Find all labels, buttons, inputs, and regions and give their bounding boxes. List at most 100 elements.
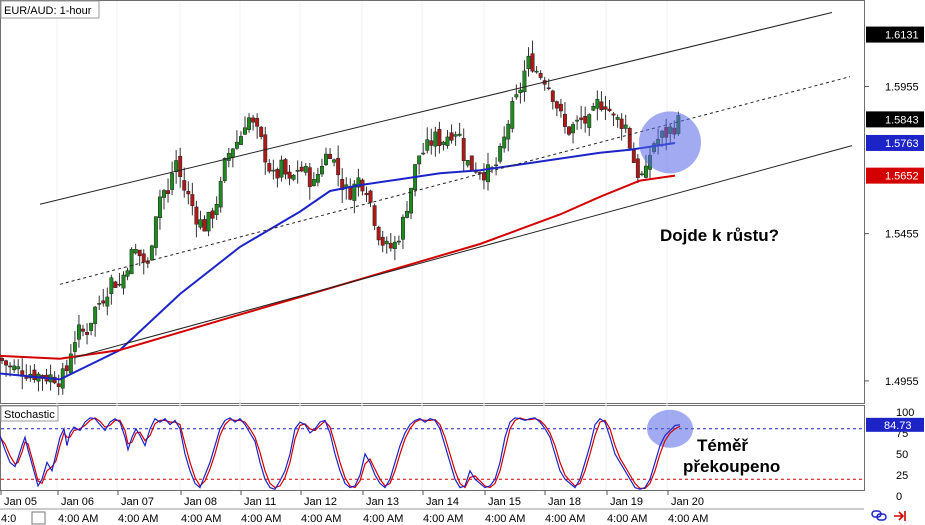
price-annotation: Dojde k růstu? bbox=[660, 226, 779, 245]
price-pane-frame bbox=[0, 0, 865, 404]
stochastic-title: Stochastic bbox=[4, 409, 55, 421]
candle-body bbox=[158, 196, 162, 218]
candle-body bbox=[388, 243, 393, 249]
price-tick-label: 1.4955 bbox=[885, 376, 919, 388]
channel-line-1 bbox=[39, 11, 833, 205]
candle-body bbox=[449, 132, 454, 141]
candle-body bbox=[623, 124, 628, 129]
candle-body bbox=[117, 283, 122, 286]
candle-body bbox=[101, 300, 106, 304]
candle-body bbox=[441, 141, 446, 145]
candle-body bbox=[336, 157, 341, 176]
candle-body bbox=[457, 133, 462, 136]
candle-body bbox=[534, 70, 539, 73]
candle-body bbox=[607, 108, 612, 112]
candle-body bbox=[153, 216, 158, 248]
time-label-date: Jan 05 bbox=[4, 496, 37, 508]
candle-body bbox=[198, 219, 203, 228]
stochastic-value-label: 84.73 bbox=[884, 420, 912, 432]
channel-line-3 bbox=[74, 145, 853, 358]
candle-body bbox=[332, 159, 337, 163]
stochastic-tick-label: 25 bbox=[896, 470, 908, 482]
time-label-hour: 4:00 AM bbox=[301, 513, 341, 525]
price-tick-label: 1.5955 bbox=[885, 81, 919, 93]
candle-body bbox=[105, 296, 110, 307]
price-tag-box bbox=[866, 167, 924, 184]
stochastic-tick-label: 0 bbox=[896, 491, 902, 503]
candle-body bbox=[482, 172, 486, 181]
candle-body bbox=[591, 106, 596, 111]
candle-body bbox=[567, 126, 571, 135]
moving-average-red bbox=[0, 174, 676, 360]
time-label-date: Jan 13 bbox=[366, 496, 399, 508]
candle-body bbox=[121, 274, 126, 289]
candle-body bbox=[133, 249, 138, 254]
candle-body bbox=[356, 177, 361, 188]
price-tag-box bbox=[866, 111, 924, 128]
candle-body bbox=[279, 159, 284, 178]
candle-body bbox=[376, 226, 381, 241]
candle-body bbox=[137, 249, 142, 257]
price-highlight-circle bbox=[639, 111, 701, 174]
candle-body bbox=[166, 190, 171, 194]
candle-body bbox=[469, 155, 474, 172]
candle-body bbox=[502, 136, 507, 149]
candle-body bbox=[320, 165, 324, 175]
candle-body bbox=[486, 164, 490, 183]
candle-body bbox=[129, 249, 134, 275]
candle-body bbox=[149, 245, 154, 261]
candle-body bbox=[247, 117, 252, 130]
candle-body bbox=[303, 165, 308, 173]
candle-body bbox=[85, 332, 89, 335]
stochastic-tick-label: 100 bbox=[896, 407, 914, 419]
candle-body bbox=[405, 210, 409, 218]
candle-body bbox=[295, 170, 300, 172]
candle-body bbox=[465, 159, 470, 166]
candle-body bbox=[324, 153, 328, 166]
candle-body bbox=[8, 365, 13, 368]
candle-body bbox=[599, 101, 604, 110]
candle-body bbox=[210, 210, 215, 219]
candle-body bbox=[587, 114, 592, 128]
candle-body bbox=[72, 342, 77, 352]
candle-body bbox=[299, 166, 304, 172]
scroll-to-end-icon[interactable] bbox=[894, 511, 906, 521]
candle-body bbox=[275, 169, 280, 179]
time-scroll-handle[interactable] bbox=[31, 511, 46, 525]
candle-body bbox=[417, 155, 422, 165]
time-label-hour: 4:00 AM bbox=[118, 513, 158, 525]
time-label-date: Jan 07 bbox=[121, 496, 154, 508]
candle-body bbox=[97, 303, 102, 305]
candle-body bbox=[263, 134, 268, 163]
price-tick-label: 1.5455 bbox=[885, 229, 919, 241]
candle-body bbox=[4, 360, 8, 366]
candle-body bbox=[437, 129, 442, 147]
candle-body bbox=[234, 141, 239, 149]
candle-body bbox=[190, 194, 195, 207]
candle-body bbox=[218, 181, 223, 208]
candle-body bbox=[230, 148, 235, 158]
candle-body bbox=[287, 171, 292, 179]
candle-body bbox=[401, 216, 405, 240]
candle-body bbox=[222, 158, 227, 181]
candle-body bbox=[530, 53, 535, 72]
time-label-date: Jan 06 bbox=[61, 496, 94, 508]
candle-body bbox=[202, 219, 207, 232]
candle-body bbox=[109, 277, 114, 294]
candle-body bbox=[554, 101, 559, 109]
candle-body bbox=[409, 187, 414, 214]
candle-body bbox=[461, 138, 466, 162]
candle-body bbox=[255, 118, 260, 127]
candle-body bbox=[348, 186, 353, 200]
candle-body bbox=[125, 270, 130, 277]
candle-body bbox=[81, 328, 85, 332]
stochastic-k-line bbox=[0, 417, 681, 491]
candle-body bbox=[644, 165, 648, 178]
candle-body bbox=[214, 204, 219, 215]
candle-body bbox=[433, 131, 438, 147]
time-label-hour: 4:00 AM bbox=[607, 513, 647, 525]
candle-body bbox=[639, 173, 644, 176]
link-icon[interactable] bbox=[871, 510, 887, 521]
candle-body bbox=[283, 159, 288, 175]
